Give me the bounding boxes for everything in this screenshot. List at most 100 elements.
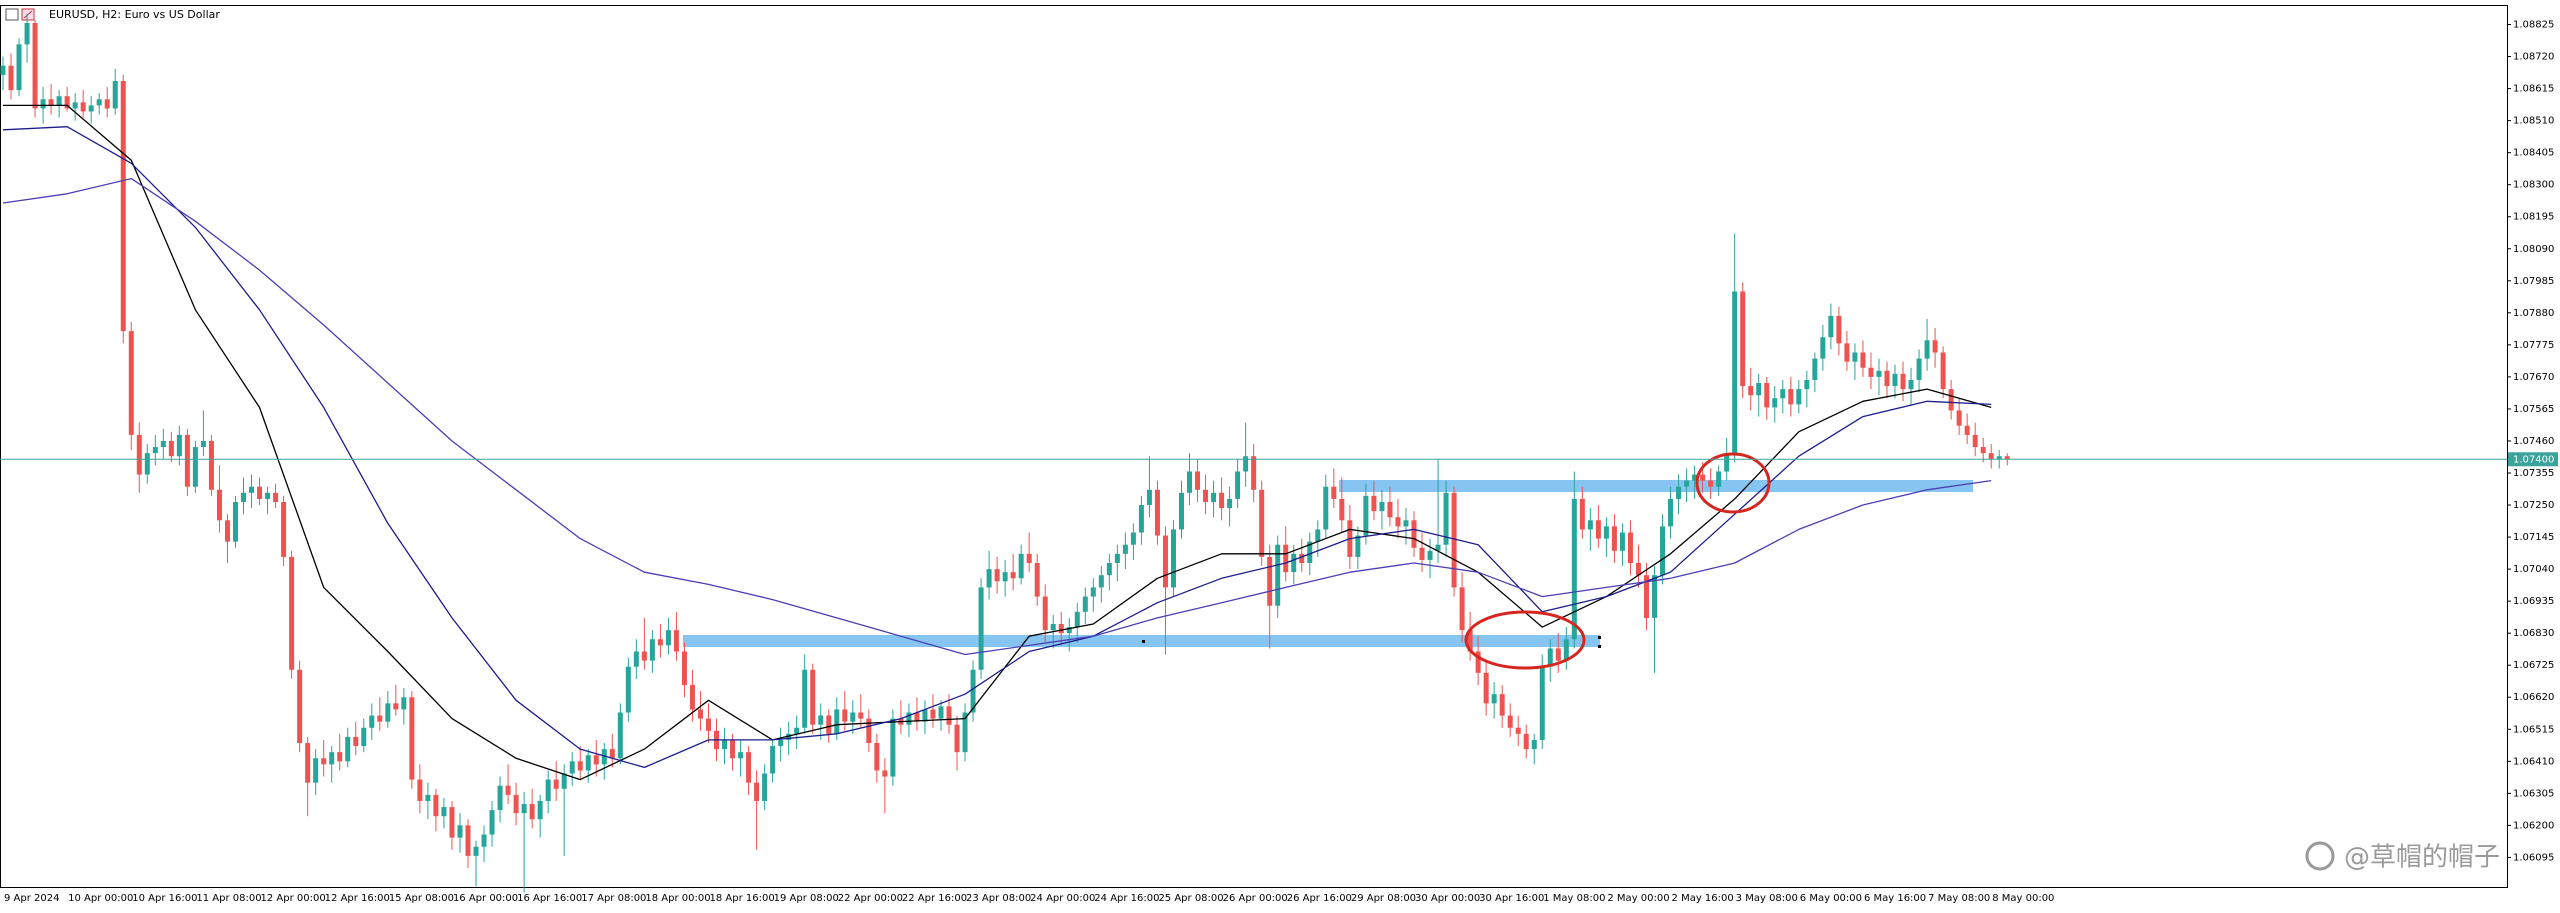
candle-body	[1451, 492, 1457, 588]
candle-body	[529, 804, 535, 820]
candle-body	[56, 96, 62, 106]
candle-body	[890, 718, 896, 777]
circle-annotation	[1695, 452, 1771, 514]
candle-body	[1507, 715, 1513, 728]
y-tick-label: 1.08195	[2513, 212, 2554, 223]
chart-title: EURUSD, H2: Euro vs US Dollar	[49, 8, 220, 21]
candle-body	[1940, 352, 1946, 390]
candle-body	[425, 794, 431, 801]
candle-body	[1579, 498, 1585, 530]
candle-body	[497, 785, 503, 811]
candle-body	[1603, 526, 1609, 539]
candle-body	[1331, 486, 1337, 499]
candle-body	[1740, 291, 1746, 387]
price-label-box	[2508, 452, 2558, 467]
candle-body	[786, 733, 792, 740]
watermark-group: @草帽的帽子	[2305, 841, 2500, 873]
candle-body	[1732, 291, 1738, 454]
y-tick-label: 1.06200	[2513, 820, 2554, 831]
candle-body	[1235, 471, 1241, 499]
icon	[5, 8, 19, 21]
y-tick-label: 1.08510	[2513, 116, 2554, 127]
candle-body	[393, 703, 399, 710]
y-tick-label: 1.07880	[2513, 308, 2554, 319]
candle-body	[1876, 370, 1882, 377]
candle-body	[72, 102, 78, 109]
candle-body	[1956, 410, 1962, 426]
candle-body	[1138, 505, 1144, 533]
y-tick-label: 1.06935	[2513, 596, 2554, 607]
candle-body	[1964, 425, 1970, 435]
candle-body	[112, 80, 118, 109]
candle-body	[216, 489, 222, 521]
candle-body	[2004, 456, 2010, 460]
candle-body	[144, 453, 150, 475]
y-tick-label: 1.06305	[2513, 788, 2554, 799]
candle-body	[1379, 501, 1385, 512]
candle-body	[601, 749, 607, 765]
candle-body	[481, 834, 487, 847]
x-tick-label: 16 Apr 16:00	[517, 893, 582, 904]
candle-body	[1443, 492, 1449, 545]
candle-body	[128, 331, 134, 435]
x-tick-label: 19 Apr 08:00	[774, 893, 839, 904]
candle-body	[1002, 572, 1008, 582]
y-tick-label: 1.07145	[2513, 532, 2554, 543]
candle-body	[1668, 498, 1674, 527]
y-tick-label: 1.08405	[2513, 148, 2554, 159]
y-tick-label: 1.07355	[2513, 468, 2554, 479]
candle-body	[1724, 453, 1730, 472]
candle-body	[1106, 563, 1112, 576]
candle-body	[938, 706, 944, 719]
candle-body	[537, 800, 543, 820]
candle-body	[281, 501, 287, 557]
handle	[1598, 636, 1601, 639]
candle-body	[417, 779, 423, 801]
candle-body	[136, 434, 142, 475]
candle-body	[1692, 474, 1698, 481]
candle-body	[1034, 563, 1040, 597]
watermark: @草帽的帽子	[2344, 843, 2500, 873]
x-tick-label: 16 Apr 00:00	[453, 893, 518, 904]
price-label: 1.07400	[2513, 454, 2554, 465]
candle-body	[241, 492, 247, 502]
candle-body	[1812, 358, 1818, 380]
y-tick-label: 1.06410	[2513, 756, 2554, 767]
candle-body	[882, 770, 888, 777]
x-tick-label: 26 Apr 00:00	[1223, 893, 1288, 904]
candle-body	[1571, 498, 1577, 640]
x-tick-label: 24 Apr 16:00	[1094, 893, 1159, 904]
candle-body	[1996, 456, 2002, 460]
candle-body	[505, 785, 511, 795]
x-tick-label: 29 Apr 08:00	[1351, 893, 1416, 904]
candle-body	[946, 706, 952, 725]
candle-body	[80, 102, 86, 112]
candle-body	[8, 65, 14, 91]
candle-body	[192, 447, 198, 487]
candle-body	[208, 440, 214, 490]
candle-body	[265, 492, 271, 499]
candle-body	[1772, 398, 1778, 408]
candle-body	[1203, 489, 1209, 502]
candle-body	[1828, 315, 1834, 338]
candle-body	[313, 758, 319, 783]
candle-body	[1010, 572, 1016, 579]
candle-body	[1178, 492, 1184, 530]
handle	[1142, 640, 1145, 643]
candle-body	[16, 44, 22, 91]
candle-body	[866, 718, 872, 743]
candle-body	[1114, 553, 1120, 563]
candle-body	[810, 669, 816, 725]
candle-body	[200, 440, 206, 448]
x-tick-label: 30 Apr 16:00	[1479, 893, 1544, 904]
candle-body	[289, 556, 295, 670]
y-tick-label: 1.06725	[2513, 660, 2554, 671]
x-tick-label: 8 May 00:00	[1992, 893, 2054, 904]
toolbar-icons	[5, 8, 35, 21]
candle-body	[337, 752, 343, 762]
candle-body	[1170, 529, 1176, 588]
x-tick-label: 10 Apr 16:00	[132, 893, 197, 904]
candle-body	[1411, 520, 1417, 548]
